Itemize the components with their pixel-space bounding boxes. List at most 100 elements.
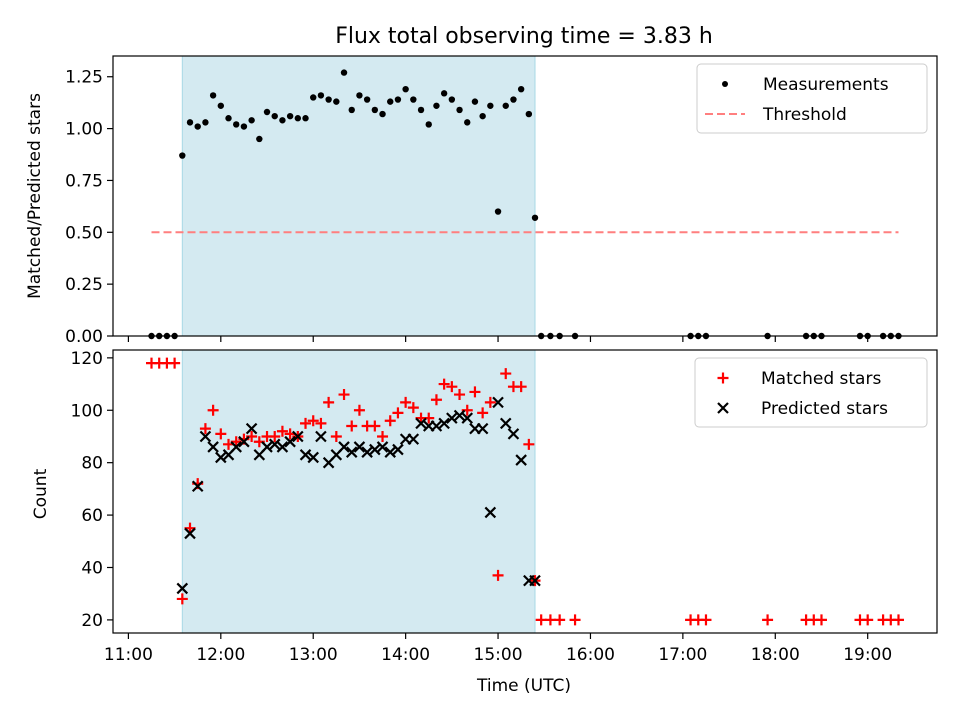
bottom-point [207,441,219,453]
bottom-ytick-label: 120 [71,349,103,369]
bottom-point [238,435,250,448]
xtick-label: 15:00 [474,645,523,665]
bottom-point [300,417,312,429]
top-point [233,121,240,128]
bottom-point [554,614,566,626]
top-point [179,152,186,159]
bottom-point [499,417,512,430]
bottom-point [407,402,419,414]
bottom-legend-box [694,357,928,428]
bottom-point [184,522,196,534]
top-point [286,112,294,120]
bottom-point [230,441,242,453]
xtick-label: 18:00 [751,645,800,665]
bottom-legend-marker [717,402,729,414]
bottom-y-axis-label: Count [31,468,51,519]
top-legend-marker [722,81,728,87]
bottom-point [454,389,466,401]
top-ytick-label: 0.25 [65,275,103,295]
bottom-point [268,438,281,451]
top-point [333,98,340,105]
top-point [340,69,348,76]
top-axes-frame [112,55,938,337]
bottom-point [345,446,358,458]
top-point [248,117,255,124]
bottom-legend-label: Predicted stars [761,399,888,419]
bottom-point [492,396,504,409]
bottom-point [507,428,520,440]
bottom-point [569,614,581,626]
top-y-axis-label: Matched/Predicted stars [25,93,45,299]
top-point [394,96,402,103]
bottom-point [338,389,350,401]
top-point [456,106,463,114]
bottom-ytick-label: 80 [81,454,103,474]
top-point [425,121,432,128]
bottom-point [815,614,827,626]
bottom-point [469,386,481,398]
bottom-point [330,430,342,442]
top-point [209,92,217,99]
top-point [417,106,425,114]
bottom-point [269,430,281,442]
top-point [194,123,201,130]
bottom-point [276,441,289,453]
bottom-point [315,417,327,429]
bottom-point [700,614,712,626]
bottom-point [346,420,358,432]
bottom-point [477,407,489,419]
top-ytick-label: 0.50 [65,223,103,243]
bottom-point [276,425,288,437]
bottom-point [176,593,188,605]
top-point [302,115,309,122]
bottom-ytick-label: 100 [71,401,103,421]
bottom-point [484,396,496,408]
bottom-point [762,614,774,626]
top-point [440,90,448,97]
bottom-point [199,423,211,435]
top-point [464,119,471,126]
bottom-point [446,412,458,424]
bottom-point [529,574,541,587]
bottom-point [169,357,181,369]
bottom-point [438,378,450,390]
bottom-legend-label: Matched stars [761,369,881,389]
xtick-label: 13:00 [289,645,338,665]
bottom-point [438,417,450,430]
bottom-point [892,614,904,626]
bottom-point [245,422,258,435]
top-point [325,96,332,103]
bottom-point [446,381,458,393]
bottom-point [323,396,335,408]
top-point [479,112,486,120]
xtick-label: 19:00 [843,645,892,665]
bottom-point [353,404,365,416]
top-point [510,96,517,103]
top-point [240,123,248,130]
bottom-point [315,430,327,443]
bottom-point [353,441,366,453]
bottom-point [369,443,381,456]
top-point [487,102,494,109]
top-ytick-label: 1.00 [65,120,103,140]
top-legend-label: Measurements [763,75,889,95]
bottom-point [207,404,219,416]
bottom-point [492,569,504,581]
bottom-point [176,582,189,595]
bottom-point [199,430,212,443]
bottom-point [500,368,512,380]
bottom-point [515,381,527,393]
bottom-point [307,415,319,427]
bottom-point [215,451,227,464]
top-point [363,96,371,103]
bottom-point [544,614,556,626]
bottom-point [377,430,389,442]
top-point [263,108,271,116]
xtick-label: 12:00 [196,645,245,665]
top-point [279,117,286,124]
bottom-point [515,454,527,466]
top-point [525,110,533,118]
chart-title: Flux total observing time = 3.83 h [335,24,713,49]
bottom-axes-frame [112,349,938,634]
